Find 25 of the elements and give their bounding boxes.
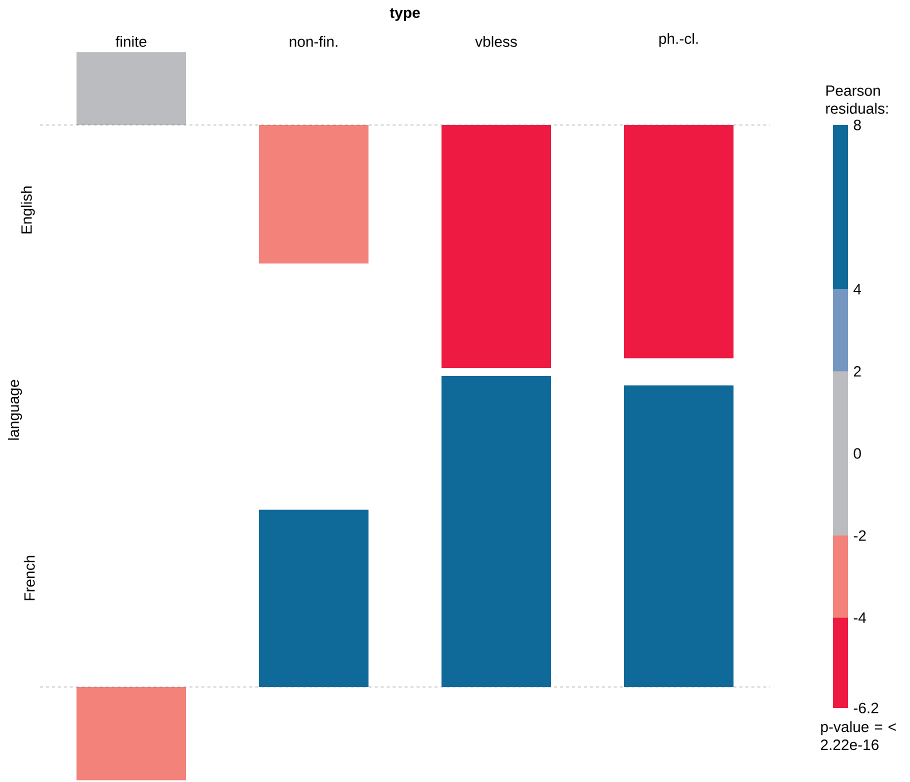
bar: [833, 536, 848, 618]
bar: [442, 376, 552, 687]
chart-title: Pearson residuals:: [826, 85, 888, 114]
y-axis-title: English: [20, 186, 35, 234]
y-tick-label: 0: [854, 448, 861, 459]
y-tick-label: 4: [854, 284, 862, 294]
y-tick-label: 2: [854, 366, 861, 377]
y-axis-title: French: [24, 556, 35, 600]
y-tick-label: 8: [854, 120, 861, 130]
bar: [624, 385, 734, 687]
chart-title: type: [390, 8, 420, 21]
x-tick-label: vbless: [475, 36, 517, 47]
bar: [259, 510, 369, 687]
y-tick-label: -4: [854, 612, 866, 623]
y-tick-label: -2: [854, 530, 866, 541]
text: p-value = < 2.22e-16: [820, 721, 896, 750]
bar: [833, 618, 848, 708]
bar: [833, 289, 848, 372]
bar: [76, 687, 186, 780]
bar: [833, 124, 848, 290]
x-tick-label: ph.-cl.: [659, 32, 698, 47]
x-tick-label: finite: [116, 36, 146, 47]
x-tick-label: non-fin.: [290, 36, 338, 47]
y-tick-label: -6.2: [854, 702, 878, 714]
text: language: [8, 380, 22, 440]
